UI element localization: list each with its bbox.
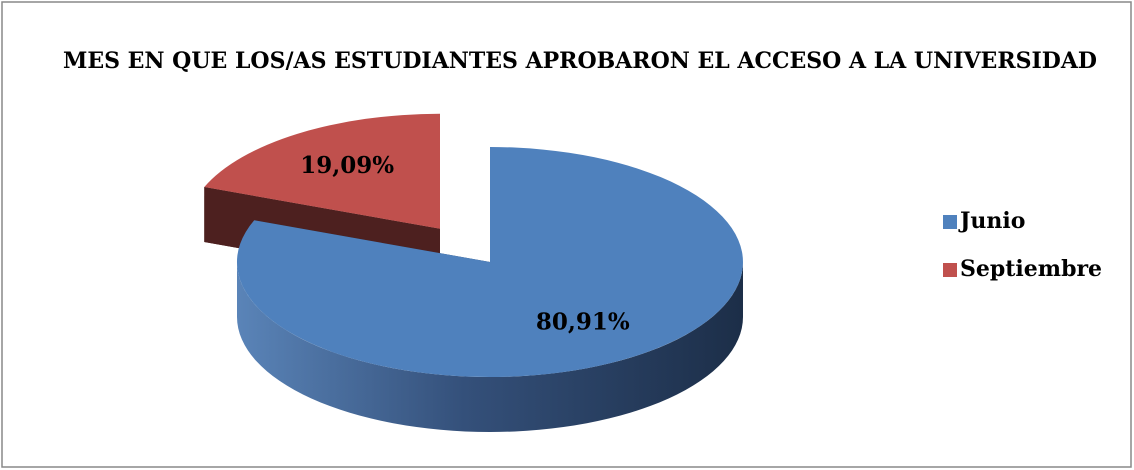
pie-slice <box>204 113 440 229</box>
data-label: 80,91% <box>536 309 630 336</box>
legend-label: Junio <box>958 208 1025 234</box>
pie-slice <box>236 147 743 377</box>
data-label: 19,09% <box>300 152 394 179</box>
legend-swatch <box>943 263 957 277</box>
legend-label: Septiembre <box>960 256 1102 282</box>
slice-wall <box>237 262 743 432</box>
chart-title: MES EN QUE LOS/AS ESTUDIANTES APROBARON … <box>63 48 1097 74</box>
legend-swatch <box>943 215 957 229</box>
